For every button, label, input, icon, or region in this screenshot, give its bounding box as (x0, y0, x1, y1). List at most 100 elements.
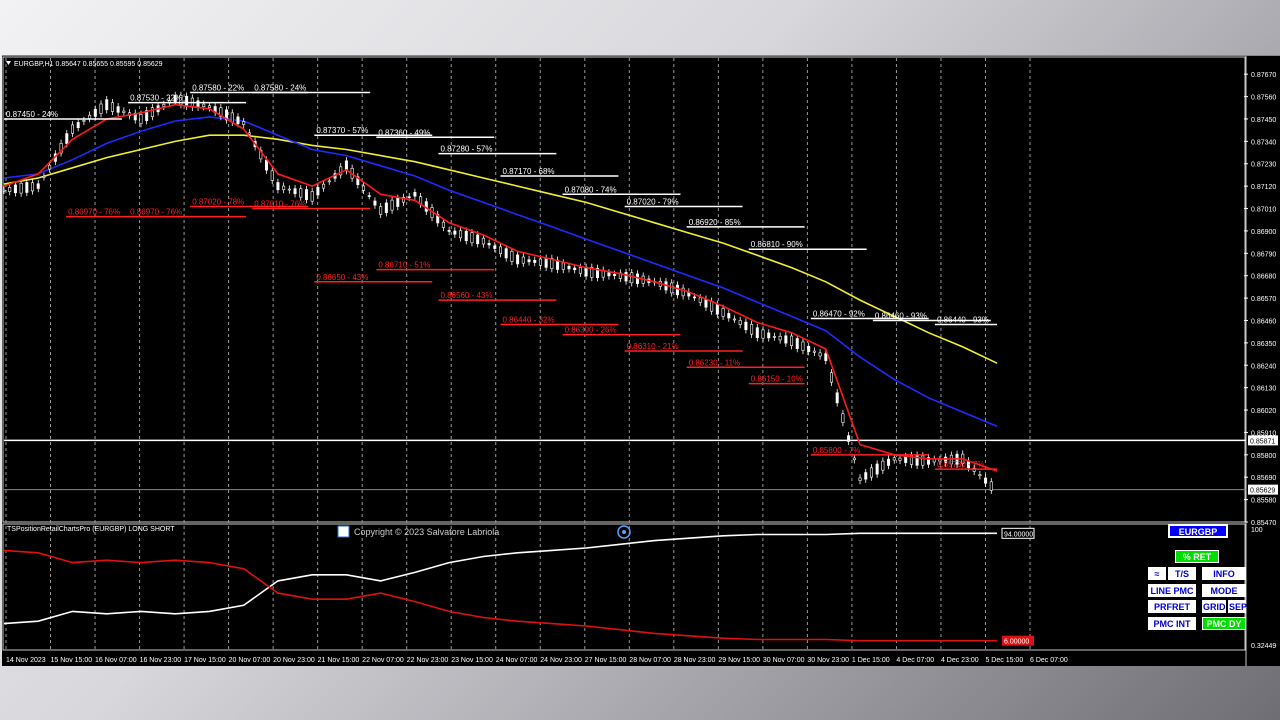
resistance-level-label: 0.87280 - 57% (440, 145, 492, 154)
price-axis-label: 0.86130 (1251, 386, 1276, 393)
candle-body (287, 188, 291, 191)
candle-body (704, 298, 708, 308)
candle-body (715, 304, 719, 315)
resistance-level-label: 0.86460 - 93% (875, 311, 927, 320)
time-axis-label: 6 Dec 07:00 (1030, 657, 1068, 664)
wave-icon[interactable]: ≈ (1148, 567, 1166, 580)
candle-body (607, 272, 611, 277)
resistance-level-label: 0.86440 - 93% (937, 316, 989, 325)
candle-body (13, 184, 17, 194)
candle-body (881, 460, 885, 471)
candle-body (487, 243, 491, 246)
candle-body (767, 332, 771, 339)
resistance-level-label: 0.87580 - 24% (254, 83, 306, 92)
time-axis-label: 29 Nov 15:00 (718, 657, 760, 664)
candle-body (99, 103, 103, 114)
candle-body (19, 182, 23, 194)
grid-button[interactable]: GRID (1202, 600, 1226, 613)
time-axis-label: 5 Dec 15:00 (985, 657, 1023, 664)
candle-body (538, 258, 542, 266)
long-position-line (3, 532, 997, 625)
price-axis-label: 0.86570 (1251, 296, 1276, 303)
time-axis-label: 16 Nov 23:00 (140, 657, 182, 664)
time-axis-label: 28 Nov 07:00 (629, 657, 671, 664)
ret-button[interactable]: % RET (1175, 550, 1219, 563)
candle-body (367, 195, 371, 197)
resistance-level-label: 0.86810 - 90% (751, 240, 803, 249)
support-level-label: 0.87020 - 78% (192, 197, 244, 206)
candle-body (413, 192, 417, 197)
candle-body (362, 185, 366, 191)
time-axis-label: 1 Dec 15:00 (852, 657, 890, 664)
prfret-button[interactable]: PRFRET (1148, 600, 1196, 613)
candle-body (82, 120, 86, 122)
candle-body (561, 262, 565, 270)
line-pmc-button[interactable]: LINE PMC (1148, 584, 1196, 597)
candle-body (139, 113, 143, 124)
resistance-level-label: 0.87020 - 79% (627, 197, 679, 206)
candle-body (31, 182, 35, 192)
candle-body (858, 477, 862, 481)
candle-body (339, 166, 343, 176)
chart-window[interactable]: 14 Nov 2023 15 Nov 15:00 16 Nov 07:00 16 No… (2, 55, 1280, 666)
candle-body (481, 237, 485, 245)
resistance-level-label: 0.87450 - 24% (6, 110, 58, 119)
candle-body (829, 372, 833, 383)
price-axis-label: 0.86900 (1251, 229, 1276, 236)
resistance-level-label: 0.87360 - 49% (378, 128, 430, 137)
target-icon-center (622, 530, 626, 534)
pmc-dy-button[interactable]: PMC DY (1202, 617, 1246, 630)
candle-body (732, 318, 736, 321)
candle-body (476, 234, 480, 245)
candle-body (36, 183, 40, 189)
candle-body (70, 124, 74, 134)
price-axis-label: 0.85470 (1251, 520, 1276, 527)
candle-body (207, 105, 211, 109)
support-level-label: 0.85800 - 7% (813, 446, 861, 455)
candle-body (276, 182, 280, 191)
ts-button[interactable]: T/S (1168, 567, 1196, 580)
candle-body (698, 297, 702, 303)
time-axis-label: 27 Nov 15:00 (585, 657, 627, 664)
candle-body (8, 187, 12, 193)
time-axis-label: 20 Nov 23:00 (273, 657, 315, 664)
info-button[interactable]: INFO (1202, 567, 1246, 580)
candle-body (710, 300, 714, 312)
chart-canvas[interactable]: 14 Nov 2023 15 Nov 15:00 16 Nov 07:00 16 No… (2, 56, 1280, 666)
candle-body (2, 189, 6, 192)
pmc-int-button[interactable]: PMC INT (1148, 617, 1196, 630)
support-level-label: 0.86970 - 76% (68, 208, 120, 217)
bid-marker-box (1248, 484, 1278, 495)
time-axis-label: 4 Dec 07:00 (896, 657, 934, 664)
candle-body (516, 254, 520, 265)
price-axis-label: 0.87340 (1251, 139, 1276, 146)
sep-button[interactable]: SEP (1228, 600, 1248, 613)
candle-body (270, 170, 274, 181)
candle-body (88, 114, 92, 119)
candle-body (59, 142, 63, 154)
mode-button[interactable]: MODE (1202, 584, 1246, 597)
candle-body (464, 230, 468, 242)
candle-body (544, 257, 548, 268)
price-axis-label: 0.87450 (1251, 117, 1276, 124)
candle-body (784, 335, 788, 344)
candle-body (498, 246, 502, 254)
support-level-label: 0.86560 - 43% (440, 291, 492, 300)
candle-body (453, 230, 457, 235)
dropdown-arrow-icon (6, 61, 11, 65)
ema-mid-line (3, 116, 998, 428)
candle-body (567, 265, 571, 270)
candle-body (875, 463, 879, 475)
price-axis-label: 0.87010 (1251, 207, 1276, 214)
price-axis-label: 0.85800 (1251, 453, 1276, 460)
price-axis-label: 0.85910 (1251, 430, 1276, 437)
candle-body (801, 341, 805, 351)
candle-body (185, 95, 189, 107)
short-value-label: 6.00000 (1004, 639, 1029, 646)
candle-body (202, 103, 206, 107)
candle-body (322, 183, 326, 189)
long-value-box (1001, 527, 1035, 539)
symbol-button[interactable]: EURGBP (1168, 524, 1228, 538)
candle-body (407, 196, 411, 198)
candle-body (578, 267, 582, 274)
